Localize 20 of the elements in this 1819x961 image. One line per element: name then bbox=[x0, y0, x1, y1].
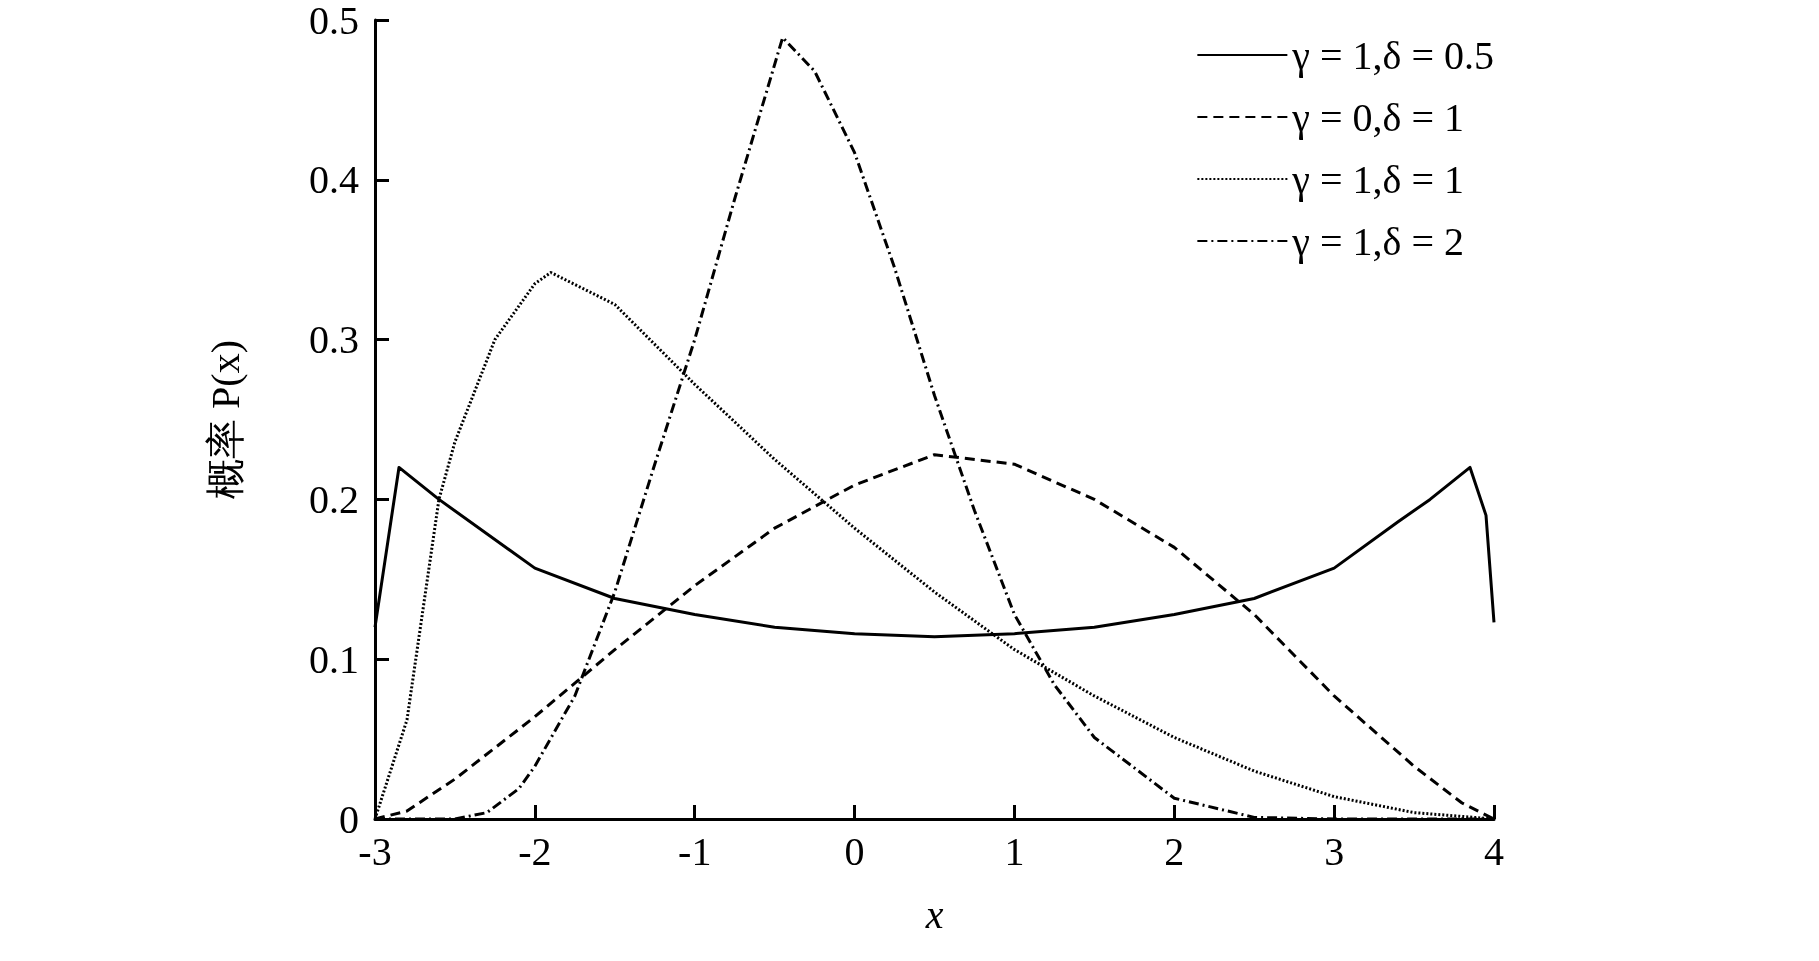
x-axis-title: x bbox=[924, 891, 944, 937]
y-tick-label: 0.5 bbox=[309, 0, 359, 43]
x-tick-label: -1 bbox=[678, 828, 712, 874]
legend-label: γ = 0,δ = 1 bbox=[1291, 94, 1464, 140]
y-tick-label: 0 bbox=[339, 796, 359, 842]
y-tick-label: 0.4 bbox=[309, 157, 359, 203]
legend-label: γ = 1,δ = 2 bbox=[1291, 218, 1464, 264]
y-tick-label: 0.3 bbox=[309, 317, 359, 363]
y-tick-label: 0.2 bbox=[309, 476, 359, 522]
x-tick-label: -2 bbox=[518, 828, 552, 874]
x-tick-label: 3 bbox=[1324, 828, 1345, 874]
y-axis-title: 概率 P(x) bbox=[202, 340, 248, 499]
x-tick-label: 0 bbox=[844, 828, 865, 874]
legend-label: γ = 1,δ = 0.5 bbox=[1291, 32, 1494, 78]
x-tick-label: 4 bbox=[1484, 828, 1504, 874]
x-tick-label: 1 bbox=[1004, 828, 1025, 874]
x-tick-label: -3 bbox=[358, 828, 392, 874]
x-tick-label: 2 bbox=[1164, 828, 1185, 874]
legend-label: γ = 1,δ = 1 bbox=[1291, 156, 1464, 202]
y-tick-label: 0.1 bbox=[309, 636, 359, 682]
